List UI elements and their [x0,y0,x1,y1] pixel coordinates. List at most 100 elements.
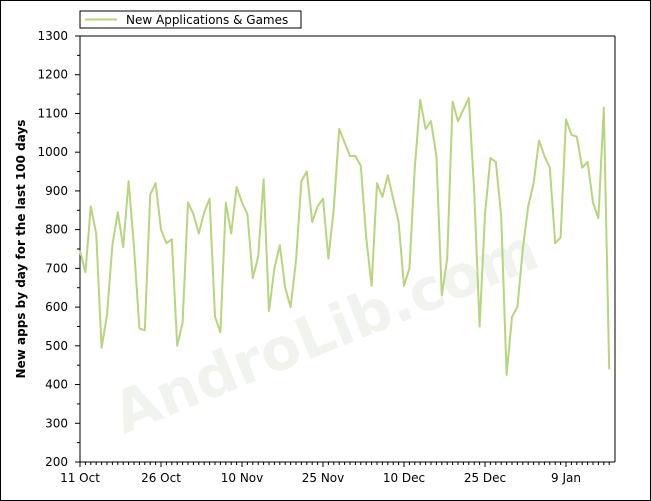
data-point [171,238,173,240]
y-tick-label: 1100 [37,106,68,120]
data-point [554,242,556,244]
data-point [149,194,151,196]
data-point [592,201,594,204]
data-point [322,198,324,200]
data-point [549,167,551,169]
data-point [117,211,119,213]
data-point [425,128,427,130]
data-point [257,256,259,258]
data-point [446,258,448,260]
data-point [268,310,270,312]
data-point [311,221,313,223]
y-tick-label: 1300 [37,29,68,43]
data-point [306,170,308,173]
data-point [452,101,454,103]
data-point [533,182,535,184]
data-point [538,139,540,142]
data-point [284,287,286,289]
data-point [511,316,513,318]
data-point [225,201,227,204]
data-point [317,205,319,207]
data-point [398,221,400,223]
data-point [392,198,394,200]
data-point [144,329,146,331]
data-point [203,211,205,213]
data-point [252,277,254,279]
data-point [403,285,405,287]
data-point [182,321,184,324]
legend-box [79,10,302,29]
y-tick-label: 200 [45,455,68,469]
series-layer [79,97,611,376]
data-point [430,120,432,122]
data-point [506,374,508,376]
data-point [603,107,605,109]
data-point [295,260,297,262]
x-tick-label: 25 Dec [464,471,506,485]
x-tick-label: 10 Nov [221,471,264,485]
y-axis-ticks: 200 300 400 500 600 700 800 900 1000 1100 1200 1300 [37,29,80,469]
y-tick-label: 600 [45,300,68,314]
data-point [101,347,103,349]
x-tick-label: 11 Oct [60,471,100,485]
data-point [381,196,383,198]
data-point [462,108,464,111]
data-point [165,242,167,244]
y-axis-label: New apps by day for the last 100 days [14,120,28,379]
data-point [597,217,600,219]
data-point [344,141,346,144]
data-point [290,306,292,308]
y-tick-label: 1000 [37,145,68,159]
data-point [468,97,470,99]
data-point [527,205,529,207]
data-point [408,267,410,269]
data-point [560,236,562,238]
data-point [565,118,567,120]
data-point [608,368,610,370]
data-point [500,215,502,217]
data-point [246,213,248,215]
data-point [581,167,583,169]
data-point [176,345,178,347]
legend: New Applications & Games [79,10,302,29]
data-point [479,325,481,328]
x-tick-label: 26 Oct [141,471,181,485]
data-point [128,180,130,182]
data-point [133,246,135,248]
data-point [160,229,162,231]
data-point [187,201,189,204]
data-point [209,198,211,200]
plot-area [79,35,616,463]
y-tick-label: 300 [45,416,68,430]
data-point [365,236,367,238]
data-point [522,248,524,250]
data-point [371,285,373,287]
data-point [473,190,475,192]
data-point [95,232,97,235]
data-point [435,155,437,157]
data-point [495,161,497,163]
data-point [516,306,519,308]
data-point [219,331,221,333]
data-point [273,267,275,269]
data-point [419,99,421,101]
data-point [241,201,243,204]
y-tick-label: 500 [45,339,68,353]
x-tick-label: 10 Dec [383,471,425,485]
x-tick-label: 9 Jan [551,471,581,485]
data-point [387,174,389,177]
x-axis-ticks: 11 Oct 26 Oct 10 Nov 25 Nov 10 Dec 25 Dec 9 Ja… [60,462,610,485]
data-point [587,161,589,163]
y-tick-label: 900 [45,184,68,198]
data-point [354,155,356,157]
x-tick-label: 25 Nov [302,471,345,485]
watermark: AndroLib.com [103,215,547,447]
data-point [111,244,113,246]
data-point [489,157,491,159]
data-point [90,205,92,207]
data-point [333,207,335,209]
data-point [79,250,81,252]
data-point [214,316,216,318]
